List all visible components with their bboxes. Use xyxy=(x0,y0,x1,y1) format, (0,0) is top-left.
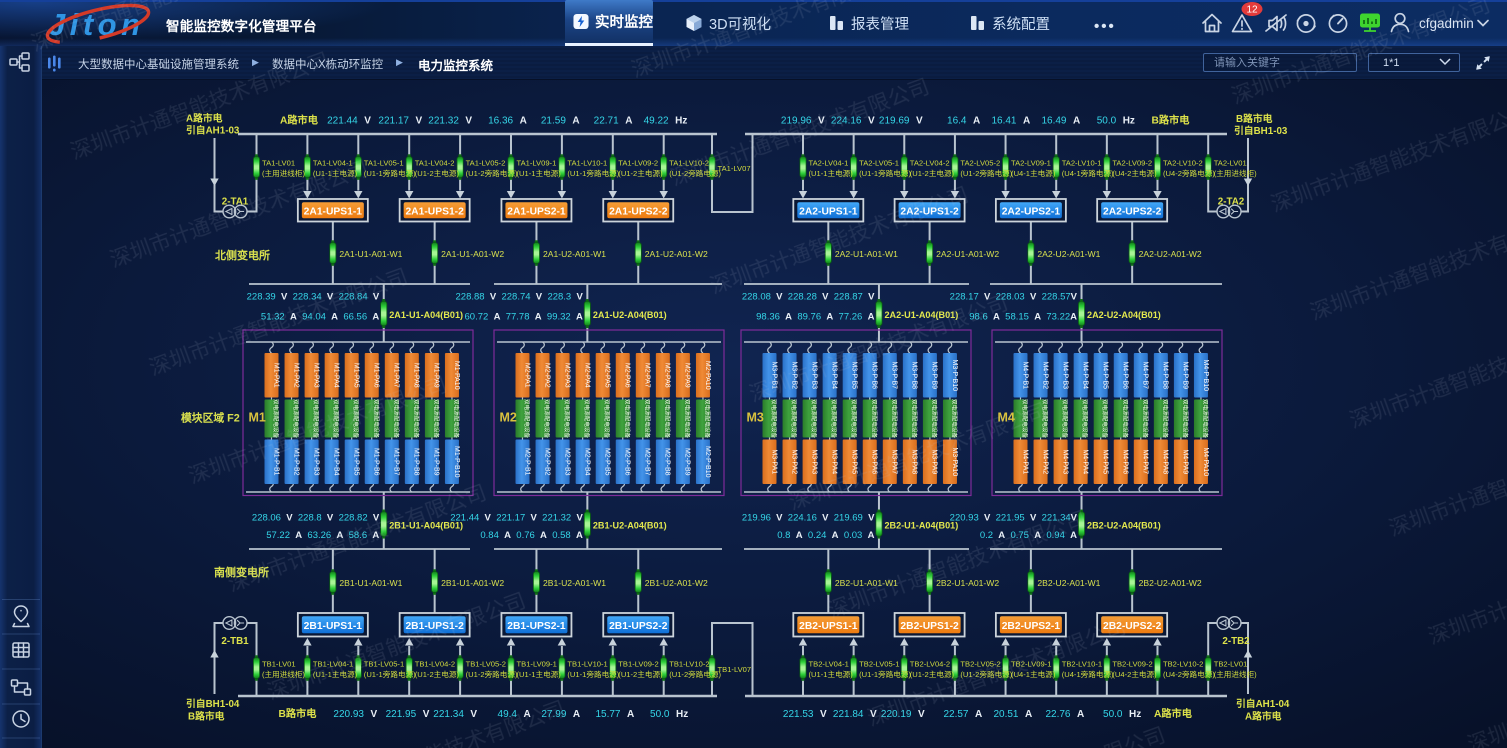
svg-text:cfgadmin: cfgadmin xyxy=(1419,16,1474,31)
svg-text:12: 12 xyxy=(1246,5,1258,16)
svg-text:Jiton: Jiton xyxy=(48,7,145,42)
